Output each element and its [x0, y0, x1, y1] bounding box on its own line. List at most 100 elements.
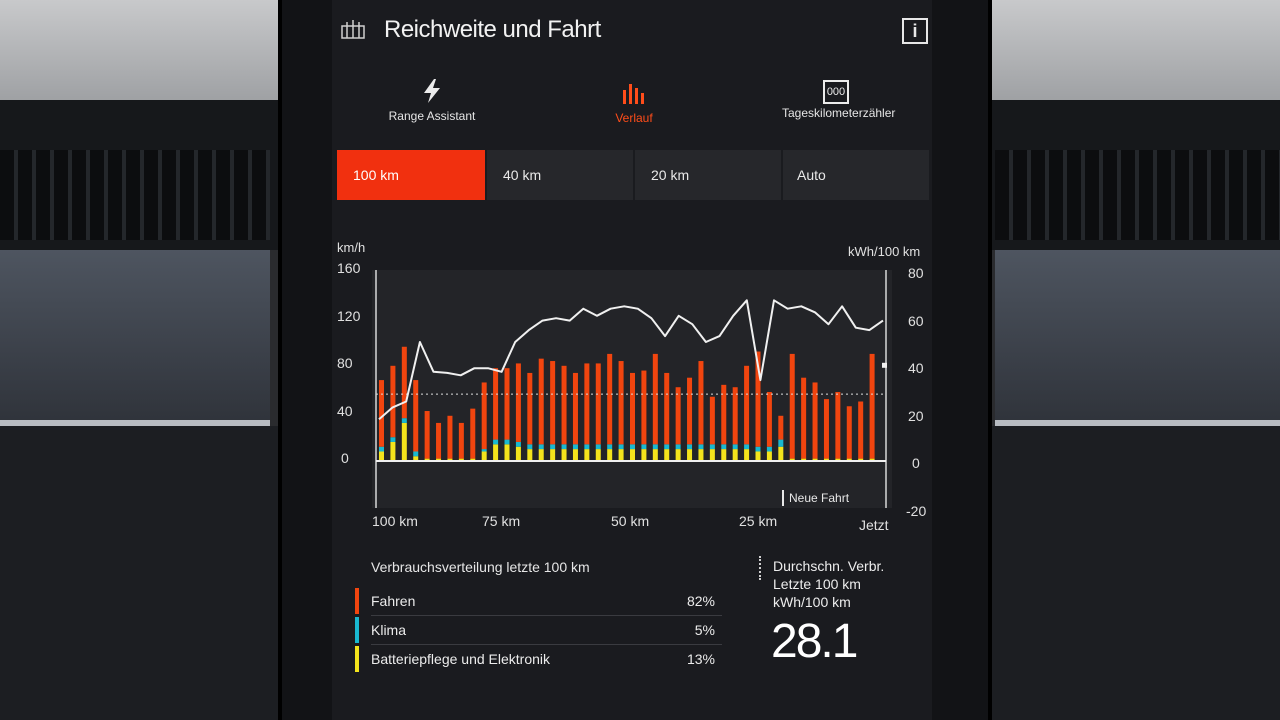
climate-bar — [538, 444, 544, 450]
left-tick: 120 — [337, 308, 361, 324]
right-tick: 80 — [908, 265, 924, 281]
climate-bar — [504, 439, 510, 445]
driving-bar — [641, 370, 647, 445]
info-button[interactable]: i — [902, 18, 928, 44]
distribution-percent: 5% — [694, 622, 715, 638]
driving-bar — [470, 408, 476, 459]
battery-bar — [835, 458, 841, 461]
driving-bar — [424, 411, 430, 459]
driving-bar — [766, 391, 772, 447]
x-tick: 50 km — [611, 513, 650, 529]
battery-bar — [675, 449, 681, 461]
driving-bar — [584, 363, 590, 445]
distribution-percent: 13% — [686, 651, 715, 667]
tab-100km[interactable]: 100 km — [337, 150, 485, 200]
climate-bar — [687, 444, 693, 450]
distribution-label: Klima — [371, 622, 407, 638]
battery-bar — [801, 458, 807, 461]
battery-bar — [732, 449, 738, 461]
driving-bar — [823, 399, 829, 459]
driving-bar — [789, 353, 795, 459]
battery-bar — [424, 458, 430, 461]
driving-bar — [732, 387, 738, 445]
battery-bar — [789, 458, 795, 461]
climate-bar — [732, 444, 738, 450]
average-reference-marker — [759, 556, 763, 580]
battery-bar — [379, 451, 384, 461]
lightning-icon — [424, 79, 440, 103]
driving-bar — [744, 365, 750, 445]
climate-bar — [481, 449, 487, 452]
dash-trim-left — [0, 420, 270, 426]
climate-bar — [652, 444, 658, 450]
battery-bar — [641, 449, 647, 461]
climate-bar — [527, 444, 533, 450]
x-tick: 100 km — [372, 513, 418, 529]
nav-verlauf[interactable]: Verlauf — [606, 80, 662, 125]
climate-bar — [698, 444, 704, 450]
battery-bar — [618, 449, 624, 461]
right-tick: 20 — [908, 408, 924, 424]
right-tick: 0 — [912, 455, 920, 471]
climate-bar — [379, 446, 384, 452]
tab-40km[interactable]: 40 km — [487, 150, 633, 200]
dash-trim-right — [995, 420, 1280, 426]
battery-bar — [778, 446, 784, 461]
driving-bar — [618, 361, 624, 445]
battery-bar — [812, 458, 818, 461]
driving-bar — [812, 382, 818, 459]
driving-bar — [493, 368, 499, 440]
consumption-history-chart — [372, 270, 892, 508]
driving-bar — [527, 372, 533, 445]
climate-bar — [641, 444, 647, 450]
driving-bar — [401, 346, 407, 419]
battery-color-swatch — [355, 646, 359, 672]
battery-bar — [823, 458, 829, 461]
climate-bar — [630, 444, 635, 450]
x-tick: 25 km — [739, 513, 778, 529]
distribution-row-fahren: Fahren 82% — [352, 588, 722, 616]
climate-bar — [595, 444, 601, 450]
battery-bar — [458, 458, 464, 461]
battery-bar — [561, 449, 567, 461]
driving-bar — [846, 406, 852, 459]
battery-bar — [652, 449, 658, 461]
battery-bar — [527, 449, 533, 461]
driving-bar — [481, 382, 487, 450]
average-unit: kWh/100 km — [773, 594, 851, 610]
dash-panel-left — [0, 250, 270, 425]
battery-bar — [846, 458, 852, 461]
nav-range-assistant[interactable]: Range Assistant — [388, 78, 476, 123]
battery-bar — [390, 441, 396, 461]
average-period: Letzte 100 km — [773, 576, 861, 592]
nav-range-assistant-label: Range Assistant — [388, 109, 476, 123]
battery-bar — [572, 449, 578, 461]
new-trip-marker: Neue Fahrt — [782, 490, 849, 506]
climate-bar — [572, 444, 578, 450]
air-vent-right — [995, 150, 1280, 240]
nav-tageskilometerzaehler[interactable]: 000 Tageskilometerzähler — [782, 80, 895, 120]
driving-bar — [801, 377, 807, 459]
nav-verlauf-label: Verlauf — [615, 111, 653, 125]
climate-bar — [766, 446, 772, 452]
battery-bar — [664, 449, 670, 461]
climate-bar — [493, 439, 499, 445]
driving-bar — [858, 401, 864, 459]
speed-line — [378, 299, 884, 421]
tab-20km[interactable]: 20 km — [635, 150, 781, 200]
driving-bar — [572, 372, 578, 445]
battery-bar — [607, 449, 613, 461]
climate-bar — [709, 444, 715, 450]
battery-bar — [504, 444, 510, 461]
left-tick: 0 — [341, 450, 349, 466]
battery-bar — [493, 444, 499, 461]
bar-history-icon — [623, 84, 644, 104]
driving-bar — [664, 372, 670, 445]
driving-bar — [778, 415, 784, 440]
battery-bar — [858, 458, 864, 461]
driving-bar — [652, 353, 658, 445]
battery-bar — [687, 449, 693, 461]
range-app-icon — [341, 20, 365, 39]
tab-auto[interactable]: Auto — [783, 150, 929, 200]
battery-bar — [436, 458, 442, 461]
